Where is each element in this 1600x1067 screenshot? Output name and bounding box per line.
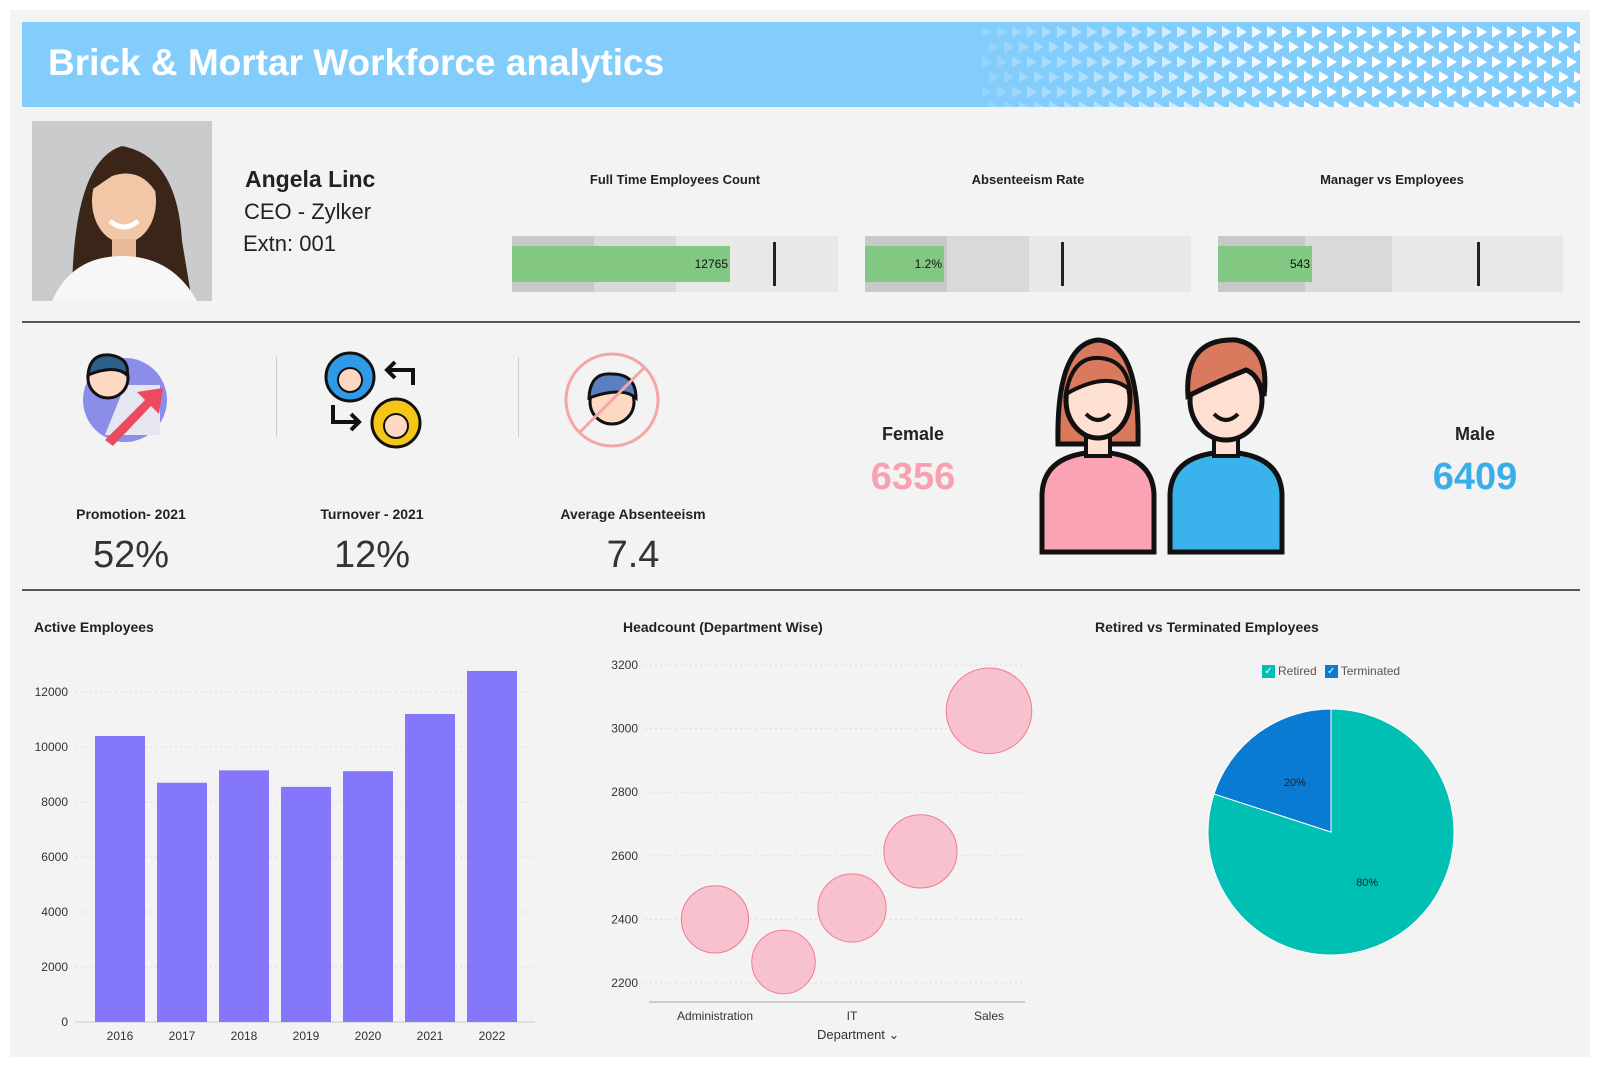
x-tick-label: 2018 bbox=[231, 1029, 258, 1043]
kpi-value-absenteeism: 7.4 bbox=[606, 534, 660, 576]
active-employees-bar-chart: 0 2000 4000 6000 8000 10000 12000 2016 2017 2018 2… bbox=[35, 670, 535, 1043]
bubble-point bbox=[883, 814, 958, 889]
bullet-title-fte: Full Time Employees Count bbox=[589, 172, 761, 187]
promotion-icon bbox=[83, 353, 167, 446]
y-tick-label: 2800 bbox=[611, 785, 638, 799]
bullet-value-manager: 543 bbox=[1218, 246, 1312, 282]
legend-item-terminated[interactable]: ✓ Terminated bbox=[1324, 664, 1401, 678]
no-absent-icon bbox=[564, 352, 660, 448]
x-tick-label: 2017 bbox=[169, 1029, 196, 1043]
bar-2020 bbox=[343, 771, 393, 1022]
x-tick-label: 2022 bbox=[479, 1029, 506, 1043]
chart-title-active-employees: Active Employees bbox=[34, 619, 154, 635]
divider bbox=[22, 321, 1580, 323]
bar-2021 bbox=[405, 714, 455, 1022]
female-label: Female bbox=[881, 424, 945, 444]
y-tick-label: 2400 bbox=[611, 912, 638, 926]
divider bbox=[518, 357, 519, 437]
legend-label: Retired bbox=[1278, 664, 1317, 678]
department-axis-dropdown[interactable]: Department ⌄ bbox=[817, 1027, 899, 1043]
x-tick-label: 2021 bbox=[417, 1029, 444, 1043]
pie-label: 20% bbox=[1284, 777, 1306, 789]
y-tick-label: 2600 bbox=[611, 849, 638, 863]
female-count: 6356 bbox=[870, 456, 956, 498]
x-tick-label: 2020 bbox=[355, 1029, 382, 1043]
bar-2016 bbox=[95, 736, 145, 1022]
legend-label: Terminated bbox=[1340, 664, 1401, 678]
bullet-chart-manager: 543 bbox=[1218, 236, 1563, 292]
checkbox-icon: ✓ bbox=[1262, 664, 1275, 678]
kpi-label-turnover: Turnover - 2021 bbox=[320, 506, 424, 522]
x-tick-label: 2019 bbox=[293, 1029, 320, 1043]
bullet-chart-absenteeism: 1.2% bbox=[865, 236, 1191, 292]
y-tick-label: 6000 bbox=[41, 850, 68, 864]
kpi-label-promotion: Promotion- 2021 bbox=[76, 506, 186, 522]
profile-extension: Extn: 001 bbox=[243, 231, 336, 256]
chevron-down-icon: ⌄ bbox=[888, 1027, 900, 1042]
x-tick-label: 2016 bbox=[107, 1029, 134, 1043]
kpi-value-turnover: 12% bbox=[333, 534, 411, 576]
divider bbox=[22, 589, 1580, 591]
checkbox-icon: ✓ bbox=[1324, 664, 1338, 678]
male-label: Male bbox=[1454, 424, 1496, 444]
triangle-pattern-decoration bbox=[982, 26, 1580, 107]
bullet-title-absenteeism: Absenteeism Rate bbox=[971, 172, 1085, 187]
male-count: 6409 bbox=[1432, 456, 1518, 498]
bullet-chart-fte: 12765 bbox=[512, 236, 838, 292]
header-banner: Brick & Mortar Workforce analytics bbox=[22, 22, 1580, 107]
pie-legend: ✓ Retired ✓ Terminated bbox=[1262, 664, 1400, 678]
female-figure-icon bbox=[1039, 337, 1157, 555]
chart-title-headcount: Headcount (Department Wise) bbox=[623, 619, 823, 635]
kpi-label-absenteeism: Average Absenteeism bbox=[560, 506, 706, 522]
retired-terminated-pie-chart: 80% 20% bbox=[1207, 708, 1455, 956]
y-tick-label: 2000 bbox=[41, 960, 68, 974]
x-tick-label: IT bbox=[847, 1009, 858, 1023]
bubble-point bbox=[680, 885, 750, 954]
y-tick-label: 0 bbox=[61, 1015, 68, 1029]
bubble-point bbox=[945, 667, 1033, 755]
bubble-point bbox=[751, 929, 816, 995]
x-axis-label: Department bbox=[817, 1027, 885, 1042]
y-tick-label: 3200 bbox=[611, 658, 638, 672]
pie-label: 80% bbox=[1356, 877, 1378, 889]
bubble-point bbox=[817, 873, 887, 943]
pie-slice-terminated bbox=[1213, 708, 1332, 833]
bar-2019 bbox=[281, 786, 331, 1022]
profile-photo bbox=[32, 121, 212, 301]
legend-item-retired[interactable]: ✓ Retired bbox=[1262, 664, 1317, 678]
headcount-bubble-chart: 2200 2400 2600 2800 3000 3200 Administration IT… bbox=[611, 658, 1033, 1023]
divider bbox=[276, 357, 277, 437]
y-tick-label: 12000 bbox=[35, 685, 69, 699]
y-tick-label: 3000 bbox=[611, 722, 638, 736]
y-tick-label: 2200 bbox=[611, 976, 638, 990]
x-tick-label: Sales bbox=[974, 1009, 1004, 1023]
x-tick-label: Administration bbox=[677, 1009, 753, 1023]
page-title: Brick & Mortar Workforce analytics bbox=[48, 42, 665, 83]
y-tick-label: 4000 bbox=[41, 905, 68, 919]
chart-title-retired-terminated: Retired vs Terminated Employees bbox=[1095, 619, 1319, 635]
target-marker bbox=[773, 242, 776, 286]
kpi-value-promotion: 52% bbox=[92, 534, 170, 576]
bar-2017 bbox=[157, 782, 207, 1022]
y-tick-label: 8000 bbox=[41, 795, 68, 809]
target-marker bbox=[1477, 242, 1480, 286]
male-figure-icon bbox=[1167, 337, 1285, 555]
target-marker bbox=[1061, 242, 1064, 286]
profile-name: Angela Linc bbox=[245, 166, 376, 192]
bullet-title-manager: Manager vs Employees bbox=[1320, 172, 1464, 187]
bullet-value-fte: 12765 bbox=[512, 246, 730, 282]
y-tick-label: 10000 bbox=[35, 740, 69, 754]
bar-2018 bbox=[219, 770, 269, 1022]
bar-2022 bbox=[467, 670, 517, 1022]
profile-role: CEO - Zylker bbox=[244, 199, 372, 224]
bullet-value-absenteeism: 1.2% bbox=[865, 246, 944, 282]
gender-illustration bbox=[1039, 337, 1285, 555]
turnover-icon bbox=[324, 351, 422, 449]
